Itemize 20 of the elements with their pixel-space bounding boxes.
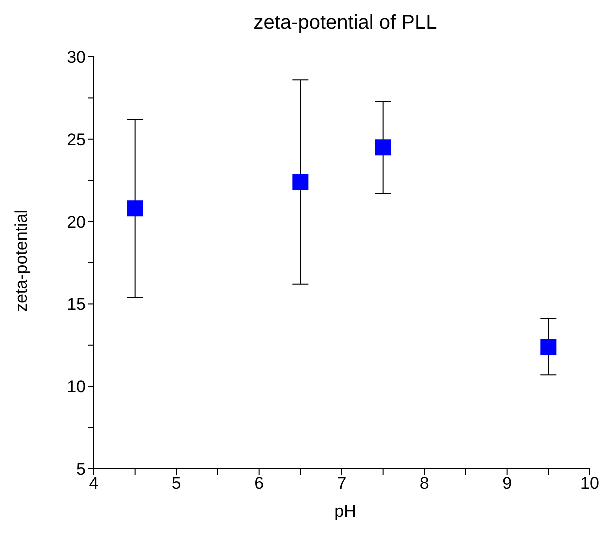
y-tick-label: 10 [67, 378, 86, 397]
x-tick-label: 10 [580, 474, 600, 494]
y-tick-label: 20 [67, 212, 86, 232]
y-tick-label: 15 [67, 295, 86, 314]
point [292, 174, 309, 190]
x-tick-label: 8 [420, 474, 430, 494]
y-tick-label: 25 [67, 130, 86, 150]
x-tick-label: 9 [502, 474, 512, 494]
y-axis-title: zeta-potential [12, 210, 32, 312]
x-tick-label: 6 [254, 474, 264, 494]
point [127, 200, 144, 217]
x-tick-label: 4 [89, 474, 99, 494]
chart-title: zeta-potential of PLL [252, 12, 438, 35]
x-tick-label: 7 [337, 474, 347, 494]
y-tick-label: 30 [67, 48, 86, 68]
y-tick-label: 5 [76, 460, 86, 480]
x-tick-label: 5 [172, 474, 182, 494]
point [540, 339, 557, 356]
x-axis-title: pH [334, 502, 358, 522]
point [375, 140, 392, 156]
